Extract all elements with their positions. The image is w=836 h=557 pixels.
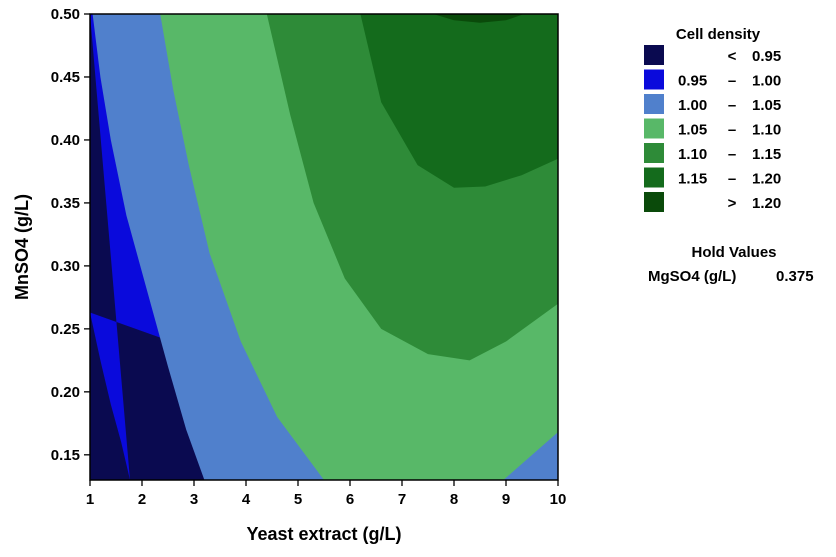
legend: Cell density <0.950.95–1.001.00–1.051.05… (644, 26, 781, 212)
legend-swatch (644, 118, 664, 139)
legend-swatch (644, 45, 664, 65)
y-tick-label: 0.45 (51, 69, 80, 86)
legend-high: 1.20 (752, 195, 781, 212)
legend-high: 1.00 (752, 73, 781, 90)
legend-low: 0.95 (678, 73, 707, 90)
x-tick-label: 7 (398, 491, 406, 508)
hold-values-title: Hold Values (691, 244, 776, 261)
legend-high: 1.10 (752, 122, 781, 139)
legend-separator: > (728, 195, 737, 212)
legend-swatch (644, 143, 664, 163)
legend-high: 1.05 (752, 97, 781, 114)
x-tick-label: 4 (242, 491, 251, 508)
y-tick-label: 0.20 (51, 384, 80, 401)
hold-values: Hold Values MgSO4 (g/L) 0.375 (648, 244, 814, 285)
contour-fills (90, 14, 558, 480)
y-tick-label: 0.25 (51, 321, 80, 338)
x-tick-label: 5 (294, 491, 302, 508)
legend-separator: – (728, 122, 736, 139)
legend-separator: – (728, 97, 736, 114)
legend-swatch (644, 69, 664, 90)
legend-high: 0.95 (752, 48, 781, 65)
legend-swatch (644, 94, 664, 114)
x-tick-label: 3 (190, 491, 198, 508)
legend-high: 1.15 (752, 146, 781, 163)
legend-separator: – (728, 171, 736, 188)
legend-title: Cell density (676, 26, 761, 43)
hold-value-number: 0.375 (776, 268, 814, 285)
x-tick-label: 6 (346, 491, 354, 508)
x-tick-label: 10 (550, 491, 567, 508)
legend-separator: – (728, 146, 736, 163)
y-tick-label: 0.30 (51, 258, 80, 275)
y-tick-label: 0.35 (51, 195, 80, 212)
legend-items: <0.950.95–1.001.00–1.051.05–1.101.10–1.1… (644, 45, 781, 212)
hold-value-name: MgSO4 (g/L) (648, 268, 736, 285)
legend-low: 1.10 (678, 146, 707, 163)
y-tick-label: 0.15 (51, 447, 80, 464)
legend-low: 1.05 (678, 122, 707, 139)
y-axis-title: MnSO4 (g/L) (12, 194, 32, 300)
legend-low: 1.00 (678, 97, 707, 114)
x-tick-label: 9 (502, 491, 510, 508)
x-tick-label: 1 (86, 491, 94, 508)
legend-separator: < (728, 48, 737, 65)
x-tick-label: 8 (450, 491, 458, 508)
x-axis: 1 2 3 4 5 6 7 8 9 10 (86, 480, 567, 508)
y-axis: 0.15 0.20 0.25 0.30 0.35 0.40 0.45 0.50 (51, 6, 90, 464)
y-tick-label: 0.40 (51, 132, 80, 149)
legend-separator: – (728, 73, 736, 90)
plot-frame (89, 13, 559, 481)
y-tick-label: 0.50 (51, 6, 80, 23)
legend-swatch (644, 167, 664, 188)
legend-low: 1.15 (678, 171, 707, 188)
x-tick-label: 2 (138, 491, 146, 508)
region-above-1-20 (433, 14, 525, 23)
legend-swatch (644, 192, 664, 212)
region-1-15-1-20 (360, 14, 558, 188)
legend-high: 1.20 (752, 171, 781, 188)
x-axis-title: Yeast extract (g/L) (246, 524, 401, 544)
